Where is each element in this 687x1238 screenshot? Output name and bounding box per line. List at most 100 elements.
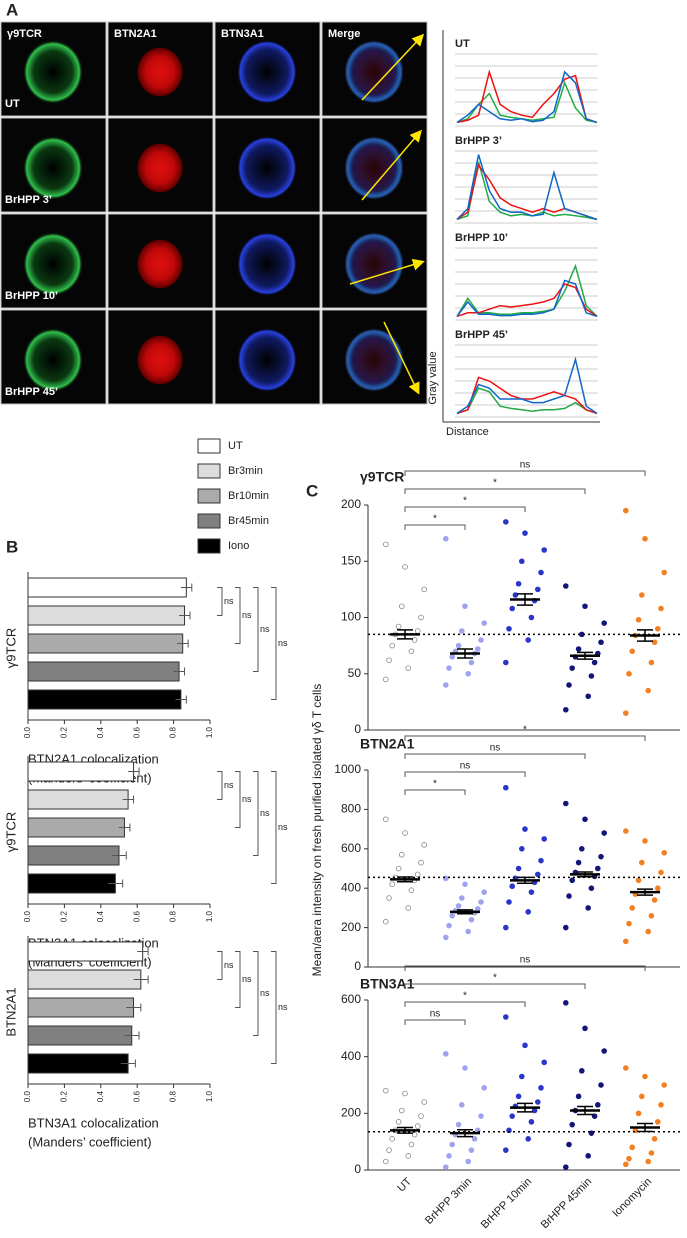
bar [27,941,144,962]
y-tick-label: 0 [354,959,361,973]
data-point [418,1113,424,1119]
data-point [465,928,472,935]
row-label: BrHPP 3’ [5,194,52,206]
significance-bracket [217,771,223,800]
data-point [402,1090,408,1097]
x-tick-label: 0.4 [96,1090,105,1102]
data-point [541,1059,547,1066]
significance-bracket [404,753,586,759]
cell [344,40,404,104]
significance-label: * [463,991,467,1002]
data-point [398,603,405,610]
data-point [648,659,655,666]
error-bar [120,1059,136,1068]
data-point [534,586,541,593]
bar [27,789,129,810]
cell [136,334,184,386]
data-point [382,1158,389,1165]
x-tick-label: 0.2 [60,726,69,738]
x-tick-label: BrHPP 10min [479,1176,534,1231]
significance-bracket [235,587,241,644]
data-point [622,710,629,716]
data-point [582,1025,588,1032]
error-bar [124,1031,140,1040]
error-bar [457,909,473,915]
data-point [468,659,475,666]
profile-line [456,283,598,318]
data-point [582,816,588,823]
error-bar [111,851,127,860]
data-point [538,1085,544,1091]
bar [27,1053,129,1074]
significance-label: ns [490,743,501,754]
data-point [506,625,512,632]
data-point [471,1136,478,1142]
column-header: Merge [328,28,360,40]
data-point [458,628,465,634]
error-bar [173,667,186,676]
data-point [382,918,389,925]
data-point [575,646,582,652]
data-point [562,1000,569,1006]
data-point [458,895,465,901]
data-point [478,637,484,643]
cell [23,232,83,296]
data-point [442,535,449,542]
significance-bracket [404,1019,466,1025]
significance-label: ns [260,808,270,818]
y-tick-label: 0 [354,1162,361,1176]
legend-label: UT [228,440,243,452]
cell [136,142,184,194]
data-point [455,642,462,649]
data-point [658,869,664,876]
significance-bracket [404,470,646,476]
cell [23,40,83,104]
error-bar [517,1102,533,1113]
data-point [502,659,509,666]
x-tick-label: 0.6 [132,1090,141,1102]
column-header: BTN2A1 [114,28,157,40]
data-point [389,1136,396,1142]
profile-arrow [361,33,425,101]
data-point [626,920,632,927]
y-tick-label: 400 [341,880,361,894]
bar [27,577,187,598]
data-point [449,912,456,919]
significance-label: ns [278,638,288,648]
x-tick-label: 1.0 [205,726,214,738]
data-point [566,893,572,899]
cell [344,328,404,392]
profile-title: BrHPP 3’ [455,135,502,147]
data-point [569,1121,575,1128]
data-point [455,903,462,909]
data-point [408,1141,415,1148]
significance-label: ns [242,794,252,804]
data-point [481,620,488,626]
cell [344,136,404,200]
cell [237,232,297,296]
error-bar [180,583,193,592]
profile-arrow [361,129,422,201]
data-point [382,816,389,823]
data-point [638,859,645,866]
chart-title: BTN2A1 [360,736,415,752]
data-point [405,665,412,671]
data-point [622,507,629,514]
x-tick-label: UT [395,1175,414,1194]
chart-title: γ9TCR [360,469,404,485]
data-point [442,1164,449,1170]
significance-bracket [235,951,241,1008]
significance-bracket [271,951,277,1064]
data-point [382,541,389,548]
profile-arrow [349,258,425,285]
data-point [414,1123,421,1129]
data-point [645,1158,651,1165]
chart-title: BTN3A1 [360,976,415,992]
significance-bracket [253,587,259,672]
data-point [562,706,569,713]
significance-bracket [217,587,223,616]
data-point [522,826,528,832]
error-bar [108,879,124,888]
data-point [622,1065,629,1071]
